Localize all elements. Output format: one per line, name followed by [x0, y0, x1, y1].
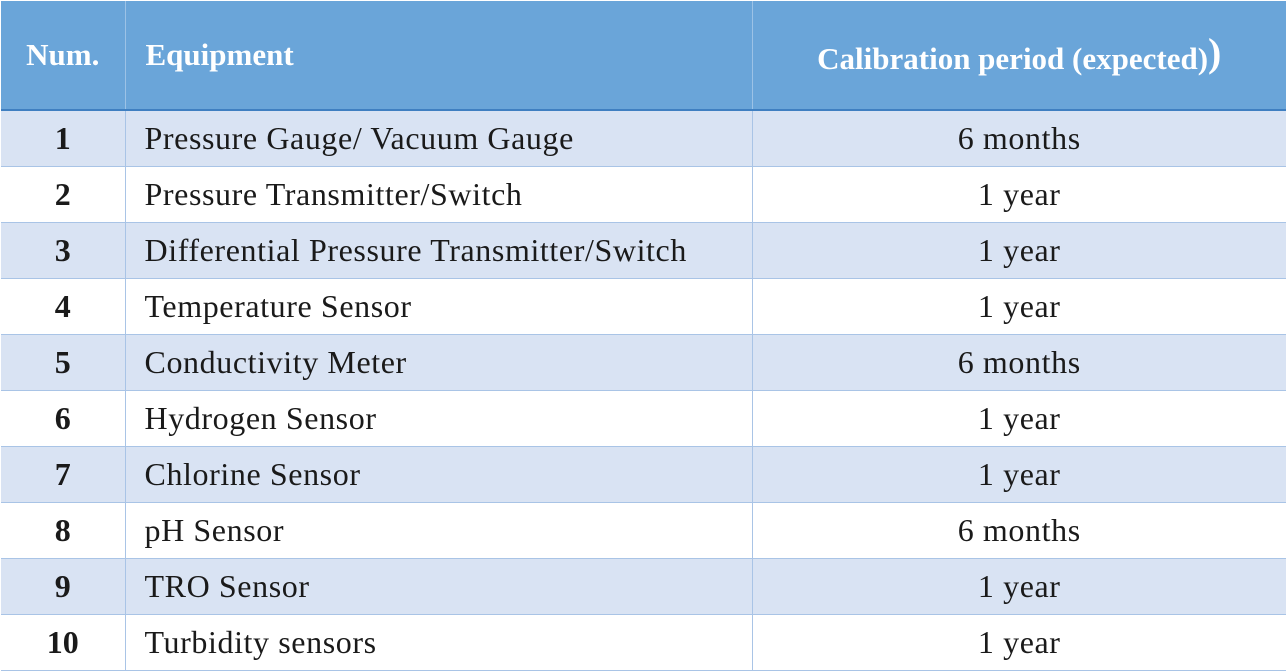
row-period-cell: 1 year: [752, 222, 1286, 279]
table-row: 7 Chlorine Sensor 1 year: [1, 446, 1286, 503]
row-equipment-cell: TRO Sensor: [125, 558, 753, 615]
table-row: 6 Hydrogen Sensor 1 year: [1, 390, 1286, 447]
row-period-cell: 6 months: [752, 502, 1286, 559]
row-equipment-cell: Turbidity sensors: [125, 614, 753, 671]
table-row: 4 Temperature Sensor 1 year: [1, 278, 1286, 335]
row-period-cell: 1 year: [752, 278, 1286, 335]
row-period-cell: 1 year: [752, 614, 1286, 671]
row-period-cell: 6 months: [752, 110, 1286, 167]
table-row: 3 Differential Pressure Transmitter/Switc…: [1, 222, 1286, 279]
row-num-cell: 8: [1, 502, 126, 559]
row-num-cell: 3: [1, 222, 126, 279]
row-num-cell: 6: [1, 390, 126, 447]
row-equipment-cell: Conductivity Meter: [125, 334, 753, 391]
row-num-cell: 1: [1, 110, 126, 167]
row-num-cell: 7: [1, 446, 126, 503]
row-num-cell: 4: [1, 278, 126, 335]
table-row: 2 Pressure Transmitter/Switch 1 year: [1, 166, 1286, 223]
table-row: 5 Conductivity Meter 6 months: [1, 334, 1286, 391]
row-equipment-cell: Hydrogen Sensor: [125, 390, 753, 447]
table-body: 1 Pressure Gauge/ Vacuum Gauge 6 months 2 Pr…: [1, 110, 1286, 671]
header-period-extra-paren: ): [1208, 29, 1222, 75]
row-num-cell: 9: [1, 558, 126, 615]
header-equipment: Equipment: [125, 1, 753, 111]
row-equipment-cell: Pressure Transmitter/Switch: [125, 166, 753, 223]
row-num-cell: 5: [1, 334, 126, 391]
row-equipment-cell: Differential Pressure Transmitter/Switch: [125, 222, 753, 279]
row-period-cell: 1 year: [752, 558, 1286, 615]
row-equipment-cell: Temperature Sensor: [125, 278, 753, 335]
row-period-cell: 1 year: [752, 390, 1286, 447]
row-equipment-cell: pH Sensor: [125, 502, 753, 559]
header-calibration-period: Calibration period (expected)): [752, 1, 1286, 111]
table-row: 8 pH Sensor 6 months: [1, 502, 1286, 559]
table-row: 9 TRO Sensor 1 year: [1, 558, 1286, 615]
table-row: 10 Turbidity sensors 1 year: [1, 614, 1286, 671]
table-header: Num. Equipment Calibration period (expec…: [1, 1, 1286, 111]
row-period-cell: 6 months: [752, 334, 1286, 391]
row-equipment-cell: Pressure Gauge/ Vacuum Gauge: [125, 110, 753, 167]
header-row: Num. Equipment Calibration period (expec…: [1, 1, 1286, 111]
row-equipment-cell: Chlorine Sensor: [125, 446, 753, 503]
header-period-label: Calibration period (expected): [817, 40, 1209, 76]
row-period-cell: 1 year: [752, 166, 1286, 223]
header-num: Num.: [1, 1, 126, 111]
row-period-cell: 1 year: [752, 446, 1286, 503]
row-num-cell: 2: [1, 166, 126, 223]
row-num-cell: 10: [1, 614, 126, 671]
table-row: 1 Pressure Gauge/ Vacuum Gauge 6 months: [1, 110, 1286, 167]
